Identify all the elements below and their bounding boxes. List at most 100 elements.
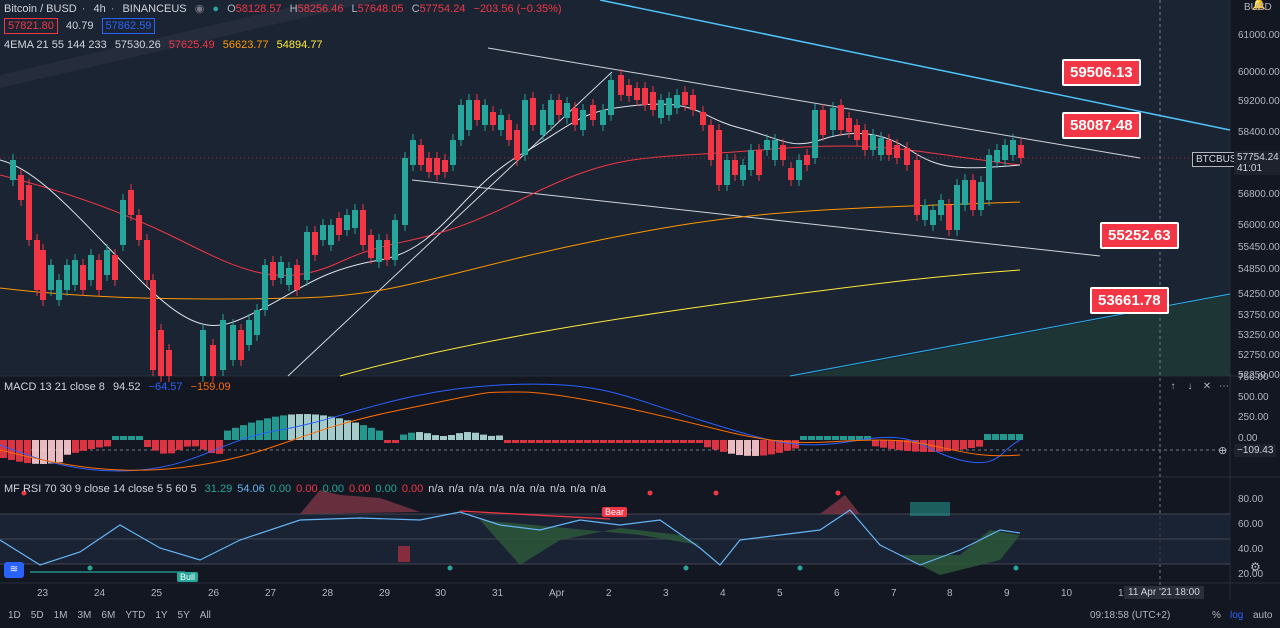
rsi-label[interactable]: MF RSI 70 30 9 close 14 close 5 5 60 5: [4, 483, 197, 495]
candle-body[interactable]: [962, 180, 968, 205]
candle-body[interactable]: [740, 165, 746, 180]
range-button-5d[interactable]: 5D: [30, 610, 44, 621]
candle-body[interactable]: [812, 110, 818, 158]
candle-body[interactable]: [590, 105, 596, 120]
candle-body[interactable]: [748, 150, 754, 170]
candle-body[interactable]: [158, 330, 164, 376]
candle-body[interactable]: [548, 100, 554, 125]
trendline-rising[interactable]: [287, 71, 613, 377]
candle-body[interactable]: [626, 85, 632, 96]
candle-body[interactable]: [56, 280, 62, 300]
bid-price[interactable]: 57821.80: [4, 18, 58, 34]
candle-body[interactable]: [830, 108, 836, 130]
candle-body[interactable]: [820, 110, 826, 135]
candle-body[interactable]: [564, 103, 570, 118]
candle-body[interactable]: [312, 232, 318, 255]
candle-body[interactable]: [1010, 140, 1016, 155]
arrow-up-icon[interactable]: ↑: [1170, 381, 1176, 392]
candle-body[interactable]: [862, 130, 868, 150]
candle-body[interactable]: [732, 160, 738, 175]
candle-body[interactable]: [682, 92, 688, 105]
trendline-channel-bottom[interactable]: [411, 179, 1101, 257]
candle-body[interactable]: [930, 210, 936, 225]
range-button-3m[interactable]: 3M: [77, 610, 92, 621]
candle-body[interactable]: [336, 218, 342, 235]
candle-body[interactable]: [384, 240, 390, 260]
candle-body[interactable]: [514, 130, 520, 160]
candle-body[interactable]: [466, 100, 472, 130]
candle-body[interactable]: [788, 168, 794, 180]
candle-body[interactable]: [254, 310, 260, 335]
candle-body[interactable]: [18, 175, 24, 200]
price-callout[interactable]: 53661.78: [1090, 287, 1169, 314]
candle-body[interactable]: [1018, 145, 1024, 158]
candle-body[interactable]: [838, 105, 844, 130]
range-button-ytd[interactable]: YTD: [125, 610, 146, 621]
candle-body[interactable]: [34, 240, 40, 290]
candle-body[interactable]: [426, 158, 432, 172]
candle-body[interactable]: [136, 215, 142, 240]
candle-body[interactable]: [418, 145, 424, 165]
candle-body[interactable]: [506, 120, 512, 140]
candle-body[interactable]: [914, 160, 920, 215]
candle-body[interactable]: [96, 260, 102, 290]
symbol-name[interactable]: Bitcoin / BUSD: [4, 3, 77, 15]
candle-body[interactable]: [392, 220, 398, 260]
candle-body[interactable]: [650, 92, 656, 110]
candle-body[interactable]: [938, 200, 944, 215]
candle-body[interactable]: [724, 160, 730, 185]
candle-body[interactable]: [540, 110, 546, 135]
candle-body[interactable]: [352, 210, 358, 228]
range-button-1d[interactable]: 1D: [8, 610, 21, 621]
macd-legend[interactable]: MACD 13 21 close 8 94.52 −64.57 −159.09: [4, 380, 236, 394]
candle-body[interactable]: [402, 158, 408, 225]
add-plus-icon[interactable]: ⊕: [1218, 445, 1228, 457]
candle-body[interactable]: [764, 140, 770, 150]
range-button-5y[interactable]: 5Y: [177, 610, 190, 621]
candle-body[interactable]: [474, 100, 480, 120]
range-button-1y[interactable]: 1Y: [155, 610, 168, 621]
candle-body[interactable]: [26, 185, 32, 240]
trendline-blue-upper[interactable]: [599, 0, 1231, 131]
candle-body[interactable]: [442, 160, 448, 172]
candle-body[interactable]: [210, 345, 216, 376]
eye-icon[interactable]: ◉: [194, 3, 205, 15]
ema-legend[interactable]: 4EMA 21 55 144 233 57530.26 57625.49 566…: [4, 38, 328, 52]
candle-body[interactable]: [278, 262, 284, 278]
candle-body[interactable]: [530, 98, 536, 125]
candle-body[interactable]: [642, 88, 648, 105]
candle-body[interactable]: [64, 265, 70, 290]
candle-body[interactable]: [328, 225, 334, 245]
candle-body[interactable]: [304, 232, 310, 280]
log-toggle[interactable]: log: [1230, 610, 1244, 621]
candles-group[interactable]: [10, 69, 1024, 382]
candle-body[interactable]: [870, 135, 876, 150]
candle-body[interactable]: [716, 130, 722, 185]
timeframe[interactable]: 4h: [93, 3, 106, 15]
bell-icon[interactable]: 🔔: [1252, 0, 1266, 11]
candle-body[interactable]: [700, 112, 706, 125]
candle-body[interactable]: [458, 105, 464, 140]
percent-toggle[interactable]: %: [1212, 610, 1221, 621]
range-button-1m[interactable]: 1M: [53, 610, 68, 621]
candle-body[interactable]: [804, 155, 810, 165]
candle-body[interactable]: [608, 80, 614, 115]
candle-body[interactable]: [946, 205, 952, 230]
candle-body[interactable]: [410, 140, 416, 165]
range-button-6m[interactable]: 6M: [101, 610, 116, 621]
price-callout[interactable]: 55252.63: [1100, 222, 1179, 249]
candle-body[interactable]: [450, 140, 456, 165]
candle-body[interactable]: [490, 112, 496, 125]
candle-body[interactable]: [482, 105, 488, 125]
candle-body[interactable]: [128, 190, 134, 215]
candle-body[interactable]: [522, 100, 528, 155]
candle-body[interactable]: [120, 200, 126, 245]
candle-body[interactable]: [72, 260, 78, 285]
tradingview-logo-icon[interactable]: ≋: [4, 562, 24, 578]
candle-body[interactable]: [262, 265, 268, 310]
symbol-legend[interactable]: Bitcoin / BUSD · 4h · BINANCEUS ◉ ● O58128…: [4, 2, 567, 16]
candle-body[interactable]: [556, 100, 562, 115]
clock[interactable]: 09:18:58 (UTC+2): [1090, 610, 1171, 621]
candle-body[interactable]: [360, 210, 366, 245]
candle-body[interactable]: [970, 180, 976, 210]
